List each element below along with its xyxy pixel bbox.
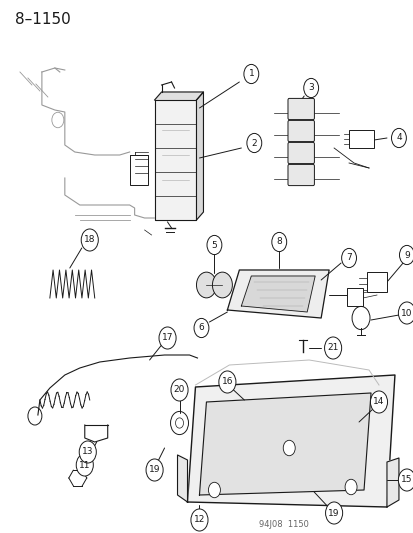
Circle shape <box>146 459 163 481</box>
Text: 11: 11 <box>79 461 90 470</box>
Text: 94J08  1150: 94J08 1150 <box>259 520 309 529</box>
Circle shape <box>397 469 413 491</box>
Text: 8: 8 <box>276 238 281 246</box>
Text: 2: 2 <box>251 139 256 148</box>
Text: 9: 9 <box>403 251 409 260</box>
Circle shape <box>81 229 98 251</box>
Text: 19: 19 <box>149 465 160 474</box>
FancyBboxPatch shape <box>348 130 373 148</box>
Text: 10: 10 <box>400 309 412 318</box>
Circle shape <box>76 454 93 476</box>
Polygon shape <box>227 270 328 318</box>
Text: 16: 16 <box>221 377 233 386</box>
Text: 18: 18 <box>84 236 95 245</box>
Text: 21: 21 <box>327 343 338 352</box>
Text: 20: 20 <box>173 385 185 394</box>
Text: 13: 13 <box>82 448 93 456</box>
FancyBboxPatch shape <box>287 120 313 142</box>
Circle shape <box>370 391 387 413</box>
FancyBboxPatch shape <box>366 272 386 292</box>
Circle shape <box>194 318 209 337</box>
Circle shape <box>171 379 188 401</box>
FancyBboxPatch shape <box>287 99 313 119</box>
Circle shape <box>196 272 216 298</box>
Circle shape <box>324 337 341 359</box>
Polygon shape <box>199 393 370 495</box>
Polygon shape <box>187 375 394 507</box>
Circle shape <box>218 371 235 393</box>
Text: 3: 3 <box>308 84 313 93</box>
FancyBboxPatch shape <box>287 164 313 185</box>
Text: 6: 6 <box>198 324 204 333</box>
Circle shape <box>282 440 294 456</box>
Polygon shape <box>386 458 398 507</box>
Circle shape <box>341 248 356 268</box>
Polygon shape <box>241 276 314 312</box>
Circle shape <box>391 128 406 148</box>
Text: 8–1150: 8–1150 <box>15 12 71 27</box>
Circle shape <box>190 509 207 531</box>
Text: 7: 7 <box>345 254 351 262</box>
Circle shape <box>208 482 220 498</box>
Circle shape <box>212 272 232 298</box>
Polygon shape <box>154 100 196 220</box>
Circle shape <box>399 245 413 264</box>
Circle shape <box>325 502 342 524</box>
Text: 14: 14 <box>373 398 384 407</box>
Circle shape <box>303 78 318 98</box>
Circle shape <box>271 232 286 252</box>
Polygon shape <box>177 455 187 502</box>
Text: 15: 15 <box>400 475 412 484</box>
Circle shape <box>344 479 356 495</box>
Text: 1: 1 <box>248 69 254 78</box>
FancyBboxPatch shape <box>287 142 313 164</box>
Circle shape <box>397 302 413 324</box>
Text: 5: 5 <box>211 240 217 249</box>
FancyBboxPatch shape <box>346 288 362 306</box>
Circle shape <box>246 133 261 152</box>
FancyBboxPatch shape <box>129 155 147 185</box>
Text: 19: 19 <box>328 508 339 518</box>
Text: 12: 12 <box>193 515 205 524</box>
Polygon shape <box>196 92 203 220</box>
Polygon shape <box>154 92 203 100</box>
Circle shape <box>206 236 221 255</box>
Circle shape <box>243 64 258 84</box>
Text: 17: 17 <box>161 334 173 343</box>
Circle shape <box>79 441 96 463</box>
Text: 4: 4 <box>395 133 401 142</box>
Circle shape <box>159 327 176 349</box>
